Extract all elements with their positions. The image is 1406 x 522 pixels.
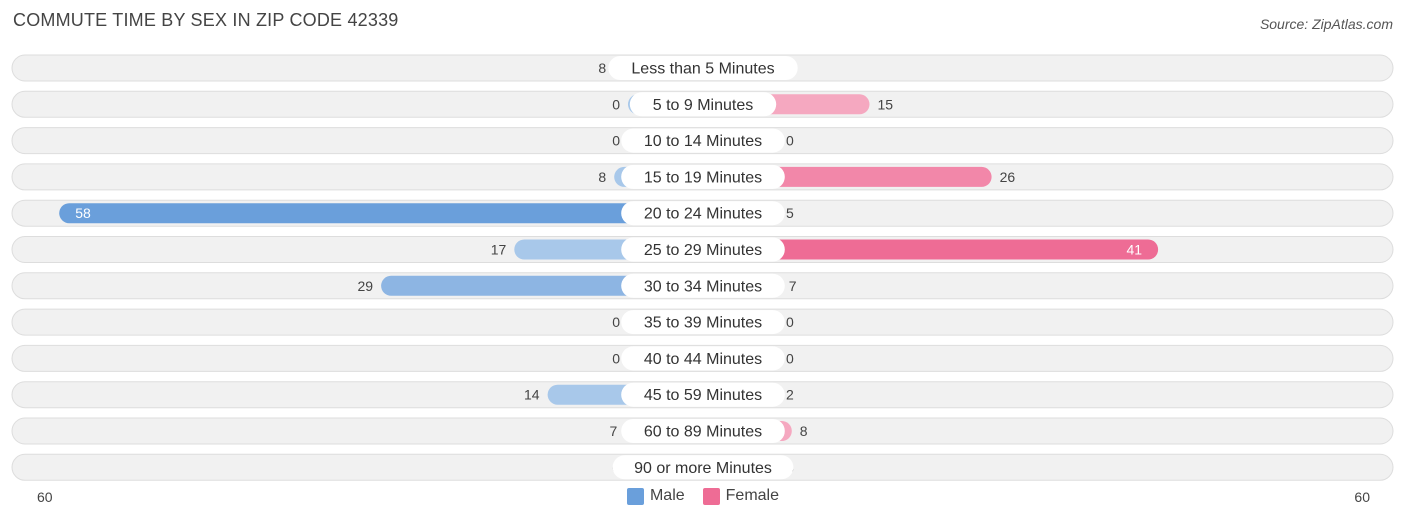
category-label: 25 to 29 Minutes: [644, 242, 762, 259]
axis-left-label: 60: [37, 489, 53, 505]
male-value-label: 0: [612, 314, 620, 330]
female-value-label: 15: [878, 96, 894, 112]
male-bar: [59, 203, 703, 224]
legend-item-male: Male: [626, 487, 685, 505]
male-value-label: 29: [358, 278, 374, 294]
category-label: 45 to 59 Minutes: [644, 387, 762, 404]
female-value-label: 26: [1000, 169, 1016, 185]
female-value-label: 2: [786, 387, 794, 403]
female-bar: [703, 239, 1159, 260]
category-label-bg: [621, 128, 785, 153]
category-label: 10 to 14 Minutes: [644, 133, 762, 150]
male-value-label: 17: [491, 242, 507, 258]
category-label: 15 to 19 Minutes: [644, 169, 762, 186]
male-value-label: 7: [610, 423, 618, 439]
category-label-bg: [621, 201, 785, 226]
category-label: 60 to 89 Minutes: [644, 424, 762, 441]
female-value-label: 8: [800, 423, 808, 439]
female-value-label: 0: [786, 133, 794, 149]
legend-item-female: Female: [702, 487, 780, 505]
category-label-bg: [621, 419, 785, 443]
female-swatch: [702, 487, 720, 505]
category-label: 20 to 24 Minutes: [644, 206, 762, 223]
category-label-bg: [621, 273, 785, 298]
female-value-label: 5: [786, 205, 794, 221]
category-label-bg: [608, 56, 798, 80]
category-label: 5 to 9 Minutes: [653, 97, 754, 114]
legend-male-label: Male: [649, 487, 685, 504]
source-label: Source: ZipAtlas.com: [1259, 16, 1393, 32]
category-label-bg: [621, 310, 785, 335]
female-value-label: 0: [786, 350, 794, 366]
category-label: 30 to 34 Minutes: [644, 278, 762, 295]
category-label-bg: [621, 346, 785, 371]
category-label-bg: [612, 455, 794, 480]
male-swatch: [626, 487, 644, 505]
male-value-label: 58: [75, 205, 91, 221]
female-value-label: 41: [1127, 242, 1143, 258]
category-label: 35 to 39 Minutes: [644, 315, 762, 332]
male-value-label: 0: [612, 96, 620, 112]
male-value-label: 0: [612, 350, 620, 366]
female-value-label: 0: [786, 314, 794, 330]
category-label-bg: [621, 164, 785, 189]
legend: Male Female: [0, 487, 1406, 505]
chart-title: COMMUTE TIME BY SEX IN ZIP CODE 42339: [13, 10, 399, 30]
category-label: 40 to 44 Minutes: [644, 351, 762, 368]
male-value-label: 0: [612, 133, 620, 149]
category-label-bg: [621, 382, 785, 407]
category-label-bg: [629, 92, 777, 117]
category-label: 90 or more Minutes: [634, 460, 772, 477]
category-label-bg: [621, 237, 785, 262]
male-value-label: 8: [598, 60, 606, 76]
male-value-label: 14: [524, 387, 540, 403]
female-value-label: 7: [789, 278, 797, 294]
legend-female-label: Female: [725, 487, 780, 504]
male-value-label: 8: [598, 169, 606, 185]
axis-right-label: 60: [1354, 489, 1370, 505]
category-label: Less than 5 Minutes: [631, 61, 774, 78]
